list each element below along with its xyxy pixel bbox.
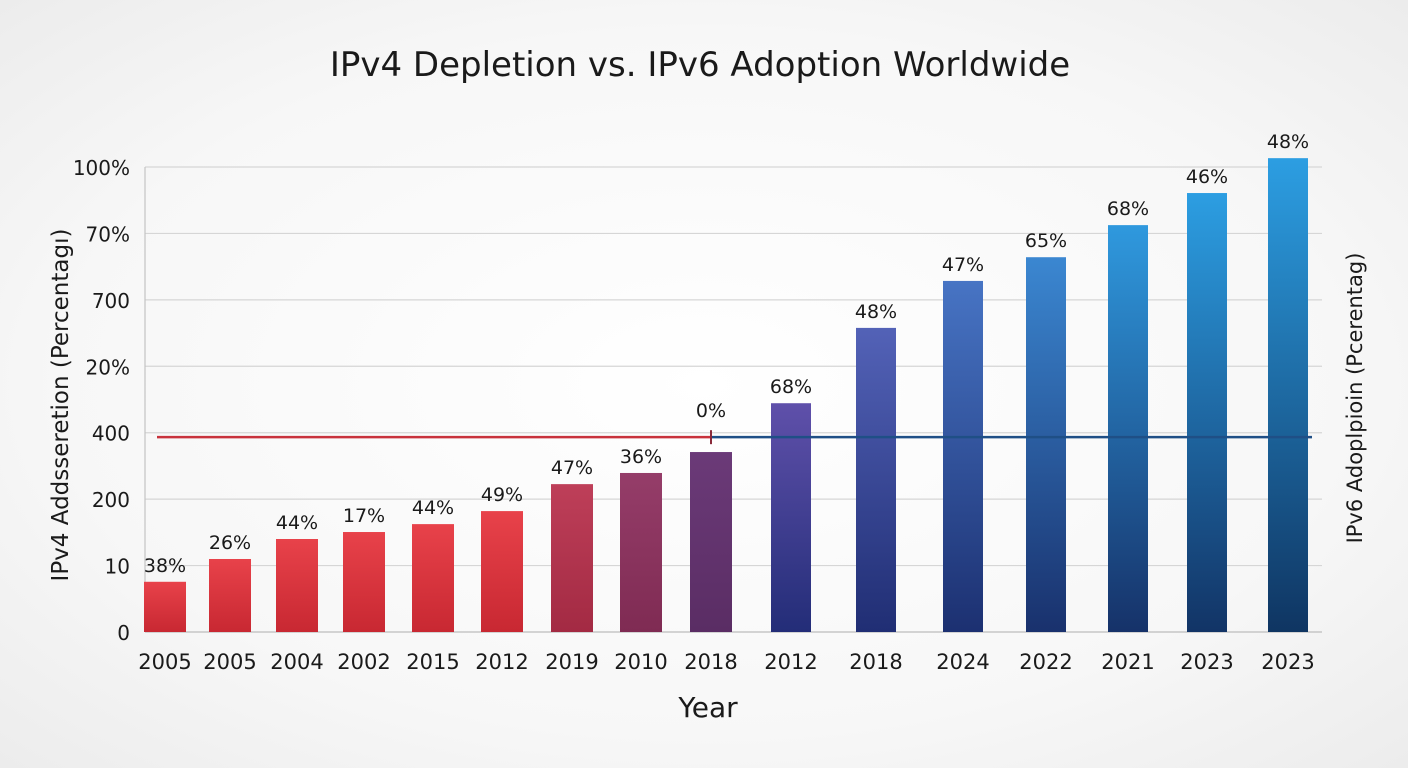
data-label: 26% <box>209 532 251 554</box>
bar-10 <box>856 327 896 632</box>
data-label: 65% <box>1025 230 1067 252</box>
bar-12 <box>1026 257 1066 632</box>
data-label: 36% <box>620 446 662 468</box>
y-tick-label: 70% <box>86 222 130 246</box>
x-axis-label: Year <box>677 691 738 724</box>
data-label: 38% <box>144 555 186 577</box>
bar-9 <box>771 403 811 632</box>
bar-14 <box>1187 193 1227 633</box>
data-label: 0% <box>696 400 726 422</box>
bar-6 <box>551 484 593 632</box>
x-tick-label: 2018 <box>849 650 902 674</box>
y-tick-label: 200 <box>92 488 130 512</box>
x-tick-label: 2022 <box>1019 650 1072 674</box>
bar-5 <box>481 511 523 632</box>
chart-title: IPv4 Depletion vs. IPv6 Adoption Worldwi… <box>330 45 1070 85</box>
bar-15 <box>1268 158 1308 633</box>
data-label: 49% <box>481 484 523 506</box>
bar-7 <box>620 472 662 632</box>
y-axis-label-left: IPv4 Addsseretion (Percentagı) <box>48 229 74 582</box>
x-tick-label: 2005 <box>203 650 256 674</box>
data-label: 68% <box>770 376 812 398</box>
bar-4 <box>412 524 454 632</box>
x-tick-label: 2021 <box>1101 650 1154 674</box>
data-label: 47% <box>942 254 984 276</box>
y-axis-label-right: IPv6 Adoplpioin (Pcerentag) <box>1343 253 1367 544</box>
x-tick-label: 2012 <box>764 650 817 674</box>
data-label: 46% <box>1186 166 1228 188</box>
y-tick-label: 100% <box>73 156 130 180</box>
x-tick-label: 2005 <box>138 650 191 674</box>
y-tick-label: 10 <box>105 555 130 579</box>
y-tick-label: 20% <box>86 355 130 379</box>
data-label: 17% <box>343 505 385 527</box>
x-tick-label: 2002 <box>337 650 390 674</box>
y-tick-label: 400 <box>92 422 130 446</box>
bar-0 <box>144 581 186 632</box>
x-tick-label: 2018 <box>684 650 737 674</box>
x-tick-label: 2023 <box>1180 650 1233 674</box>
bar-13 <box>1108 225 1148 632</box>
bar-11 <box>943 280 983 632</box>
x-tick-label: 2004 <box>270 650 323 674</box>
bar-1 <box>209 558 251 632</box>
data-label: 47% <box>551 457 593 479</box>
x-tick-label: 2023 <box>1261 650 1314 674</box>
bar-2 <box>276 539 318 632</box>
x-tick-label: 2012 <box>475 650 528 674</box>
data-label: 44% <box>276 512 318 534</box>
x-tick-label: 2024 <box>936 650 989 674</box>
x-tick-label: 2019 <box>545 650 598 674</box>
bar-8 <box>690 452 732 632</box>
y-tick-label: 700 <box>92 289 130 313</box>
data-label: 68% <box>1107 198 1149 220</box>
x-tick-label: 2010 <box>614 650 667 674</box>
data-label: 48% <box>1267 131 1309 153</box>
data-label: 48% <box>855 301 897 323</box>
data-label: 44% <box>412 497 454 519</box>
y-tick-label: 0 <box>117 621 130 645</box>
x-tick-label: 2015 <box>406 650 459 674</box>
bar-3 <box>343 532 385 632</box>
